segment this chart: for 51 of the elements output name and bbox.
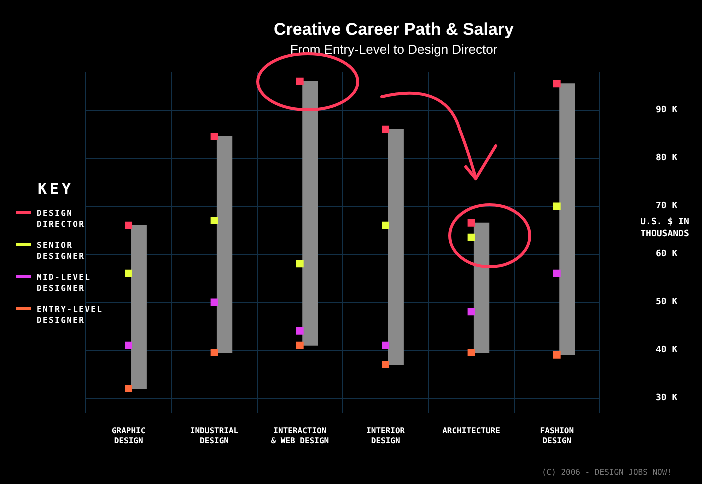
- point: [553, 270, 561, 278]
- point: [382, 361, 390, 368]
- point: [553, 202, 561, 210]
- point: [125, 342, 133, 350]
- point: [468, 220, 476, 227]
- point: [210, 349, 218, 356]
- point: [382, 126, 390, 134]
- point: [553, 80, 561, 88]
- x-tick-label: ARCHITECTURE: [442, 426, 501, 436]
- point: [468, 308, 476, 316]
- y-tick-label: 30 K: [656, 394, 678, 404]
- y-tick-label: 70 K: [656, 202, 678, 212]
- bar: [560, 84, 576, 356]
- point: [210, 133, 218, 140]
- bar: [388, 129, 404, 366]
- point: [468, 349, 476, 356]
- x-tick-label: INTERIOR DESIGN: [366, 426, 406, 446]
- legend-label: MID-LEVEL DESIGNER: [37, 272, 92, 294]
- y-tick-label: 50 K: [656, 298, 678, 308]
- point: [296, 328, 304, 335]
- point: [296, 260, 304, 268]
- point: [468, 234, 476, 242]
- bar: [474, 222, 490, 354]
- point: [125, 270, 133, 278]
- x-tick-label: GRAPHIC DESIGN: [112, 426, 146, 446]
- text: (C) 2006 - DESIGN JOBS NOW!: [542, 468, 672, 477]
- y-axis-title: U.S. $ IN THOUSANDS: [640, 217, 690, 240]
- bar: [302, 81, 318, 346]
- y-tick-label: 80 K: [656, 154, 678, 164]
- point: [125, 222, 133, 230]
- y-tick-label: 90 K: [656, 106, 678, 116]
- x-tick-label: INTERACTION & WEB DESIGN: [271, 426, 330, 446]
- bar: [216, 136, 233, 354]
- point: [296, 342, 304, 350]
- x-tick-label: INDUSTRIAL DESIGN: [190, 426, 239, 446]
- chart-title: Creative Career Path & Salary: [274, 20, 515, 39]
- legend-title: KEY: [38, 180, 76, 198]
- legend-label: SENIOR DESIGNER: [37, 240, 86, 262]
- point: [210, 298, 218, 306]
- bar: [131, 225, 147, 390]
- point: [382, 222, 390, 230]
- point: [210, 217, 218, 224]
- point: [553, 352, 561, 359]
- point: [125, 385, 133, 392]
- legend-label: ENTRY-LEVEL DESIGNER: [37, 304, 104, 326]
- point: [296, 78, 304, 86]
- x-tick-label: FASHION DESIGN: [540, 426, 574, 446]
- y-tick-label: 40 K: [656, 346, 678, 356]
- y-tick-label: 60 K: [656, 250, 678, 260]
- legend-label: DESIGN DIRECTOR: [37, 208, 86, 230]
- point: [382, 342, 390, 350]
